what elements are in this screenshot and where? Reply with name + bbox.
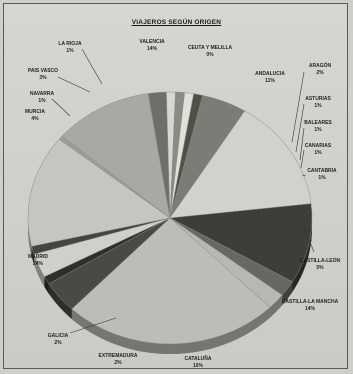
- leader-line-16: [51, 98, 71, 117]
- slice-label-14: MADRID: [28, 254, 48, 260]
- slice-value-8: 1%: [318, 175, 326, 181]
- slice-side-15: [48, 283, 72, 319]
- slice-label-8: CANTABRIA: [307, 168, 337, 174]
- slice-value-14: 24%: [33, 261, 44, 267]
- slice-side-17: [33, 254, 45, 287]
- pie-slice-3: [61, 93, 171, 219]
- slice-side-18: [31, 246, 34, 265]
- leader-line-6: [299, 127, 305, 161]
- slice-side-13: [270, 295, 283, 318]
- slice-value-2: 0%: [206, 52, 214, 58]
- slice-label-16: NAVARRA: [30, 91, 55, 97]
- slice-value-4: 2%: [316, 70, 324, 76]
- slice-value-17: 3%: [39, 75, 47, 81]
- pie-slice-1: [27, 138, 171, 247]
- leader-line-7: [300, 149, 305, 169]
- slice-value-11: 10%: [193, 363, 204, 369]
- leader-line-5: [295, 103, 305, 153]
- pie-slice-11: [169, 203, 313, 283]
- slice-label-10: CASTILLA-LA MANCHA: [282, 299, 339, 305]
- slice-label-11: CATALUÑA: [184, 355, 211, 362]
- slice-value-12: 2%: [114, 360, 122, 366]
- slice-side-12: [282, 281, 293, 306]
- slice-value-6: 1%: [314, 127, 322, 133]
- slice-label-4: ARAGÓN: [309, 61, 332, 69]
- slice-value-15: 4%: [31, 116, 39, 122]
- slice-value-18: 1%: [66, 48, 74, 54]
- slice-label-3: ANDALUCIA: [255, 71, 285, 77]
- slice-value-10: 14%: [305, 306, 316, 312]
- pie-slice-10: [169, 110, 312, 219]
- slice-label-9: CASTILLA-LEON: [300, 258, 341, 264]
- leader-line-4: [291, 71, 305, 143]
- slice-value-1: 14%: [147, 46, 158, 52]
- slice-value-5: 1%: [314, 103, 322, 109]
- slice-label-7: CANARIAS: [305, 143, 332, 149]
- slice-label-13: GALICIA: [48, 333, 69, 339]
- slice-label-17: PAIS VASCO: [28, 68, 58, 74]
- slice-value-3: 11%: [265, 78, 275, 84]
- pie-slice-18: [31, 217, 171, 255]
- slice-label-15: MURCIA: [25, 109, 45, 115]
- slice-label-18: LA RIOJA: [58, 41, 82, 47]
- leader-line-13: [69, 317, 117, 334]
- slice-side-16: [44, 276, 49, 294]
- slice-value-7: 1%: [314, 150, 322, 156]
- slice-label-12: EXTREMADURA: [99, 353, 138, 359]
- slice-value-16: 1%: [38, 98, 46, 104]
- slice-value-13: 2%: [54, 340, 62, 346]
- pie-slice-14: [71, 217, 271, 345]
- leader-line-8: [301, 174, 307, 177]
- slice-side-14: [71, 307, 271, 354]
- slice-label-2: CEUTA Y MELILLA: [188, 45, 233, 51]
- chart-title: VIAJEROS SEGÚN ORIGEN: [131, 19, 222, 26]
- slice-label-1: VALENCIA: [139, 39, 165, 45]
- slice-label-6: BALEARES: [304, 120, 332, 126]
- leader-line-9: [301, 221, 315, 253]
- leader-line-18: [81, 48, 103, 85]
- slice-value-9: 5%: [316, 265, 324, 271]
- leader-line-17: [57, 76, 91, 93]
- slice-label-5: ASTURIAS: [305, 96, 331, 102]
